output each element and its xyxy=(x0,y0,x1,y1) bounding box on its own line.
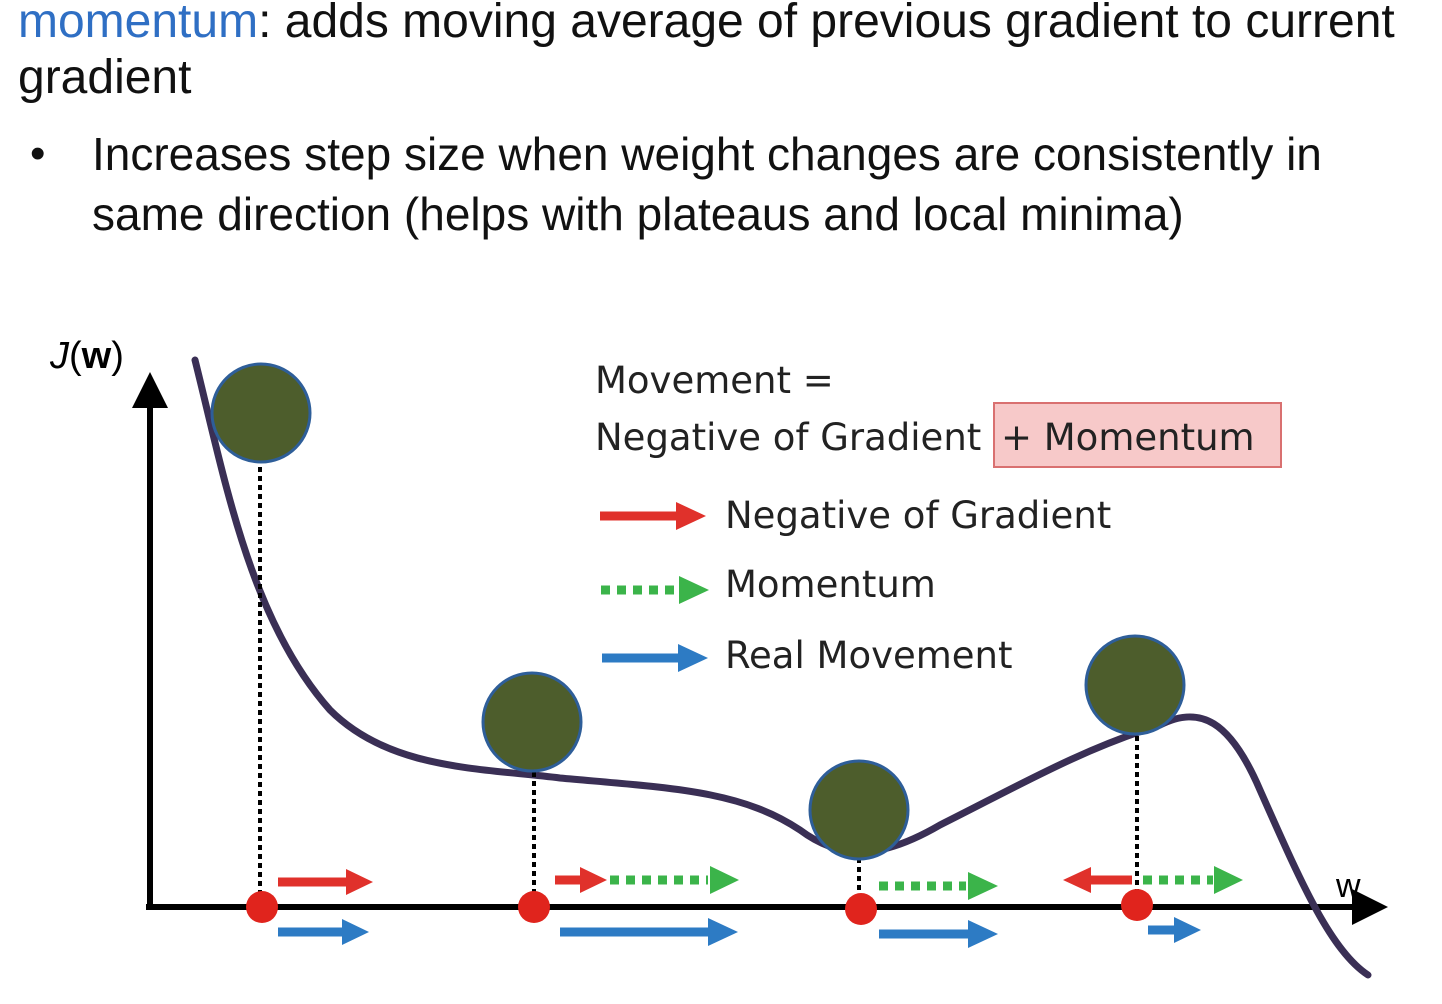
heading-text: : adds moving average of previous gradie… xyxy=(18,0,1395,104)
formula-line-2: Negative of Gradient xyxy=(595,416,981,459)
slide-heading: momentum: adds moving average of previou… xyxy=(18,0,1428,106)
heading-keyword: momentum xyxy=(18,0,259,48)
momentum-arrowhead-4 xyxy=(1214,866,1243,894)
axis-point-3 xyxy=(845,893,877,925)
legend-momentum-label: Momentum xyxy=(725,563,936,606)
legend-gradient-arrowhead xyxy=(676,502,706,530)
ball-3 xyxy=(808,759,910,861)
momentum-arrowhead-2 xyxy=(710,866,739,894)
movement-arrowhead-2 xyxy=(708,918,738,946)
gradient-arrowhead-1 xyxy=(346,869,373,895)
axis-point-1 xyxy=(246,891,278,923)
movement-arrowhead-1 xyxy=(342,919,369,945)
axis-point-4 xyxy=(1121,889,1153,921)
formula-momentum-term: + Momentum xyxy=(1001,416,1255,459)
bullet-text: Increases step size when weight changes … xyxy=(92,128,1322,240)
ball-1 xyxy=(210,362,312,464)
legend-gradient-label: Negative of Gradient xyxy=(725,494,1111,537)
y-axis-label: J(w) xyxy=(49,335,124,377)
momentum-arrowhead-3 xyxy=(968,872,998,900)
ball-2 xyxy=(481,671,583,773)
x-axis-label: w xyxy=(1335,867,1361,905)
gradient-arrowhead-4 xyxy=(1063,867,1091,893)
momentum-highlight-box xyxy=(993,402,1282,468)
legend-movement-label: Real Movement xyxy=(725,634,1013,677)
movement-arrowhead-4 xyxy=(1174,917,1201,943)
bullet-marker: • xyxy=(30,129,46,178)
ball-4 xyxy=(1084,634,1186,736)
formula-line-1: Movement = xyxy=(595,359,834,402)
movement-arrowhead-3 xyxy=(968,920,998,948)
axis-point-2 xyxy=(518,891,550,923)
gradient-arrowhead-2 xyxy=(580,867,607,893)
legend-movement-arrowhead xyxy=(678,644,708,672)
legend-momentum-arrowhead xyxy=(679,576,709,604)
